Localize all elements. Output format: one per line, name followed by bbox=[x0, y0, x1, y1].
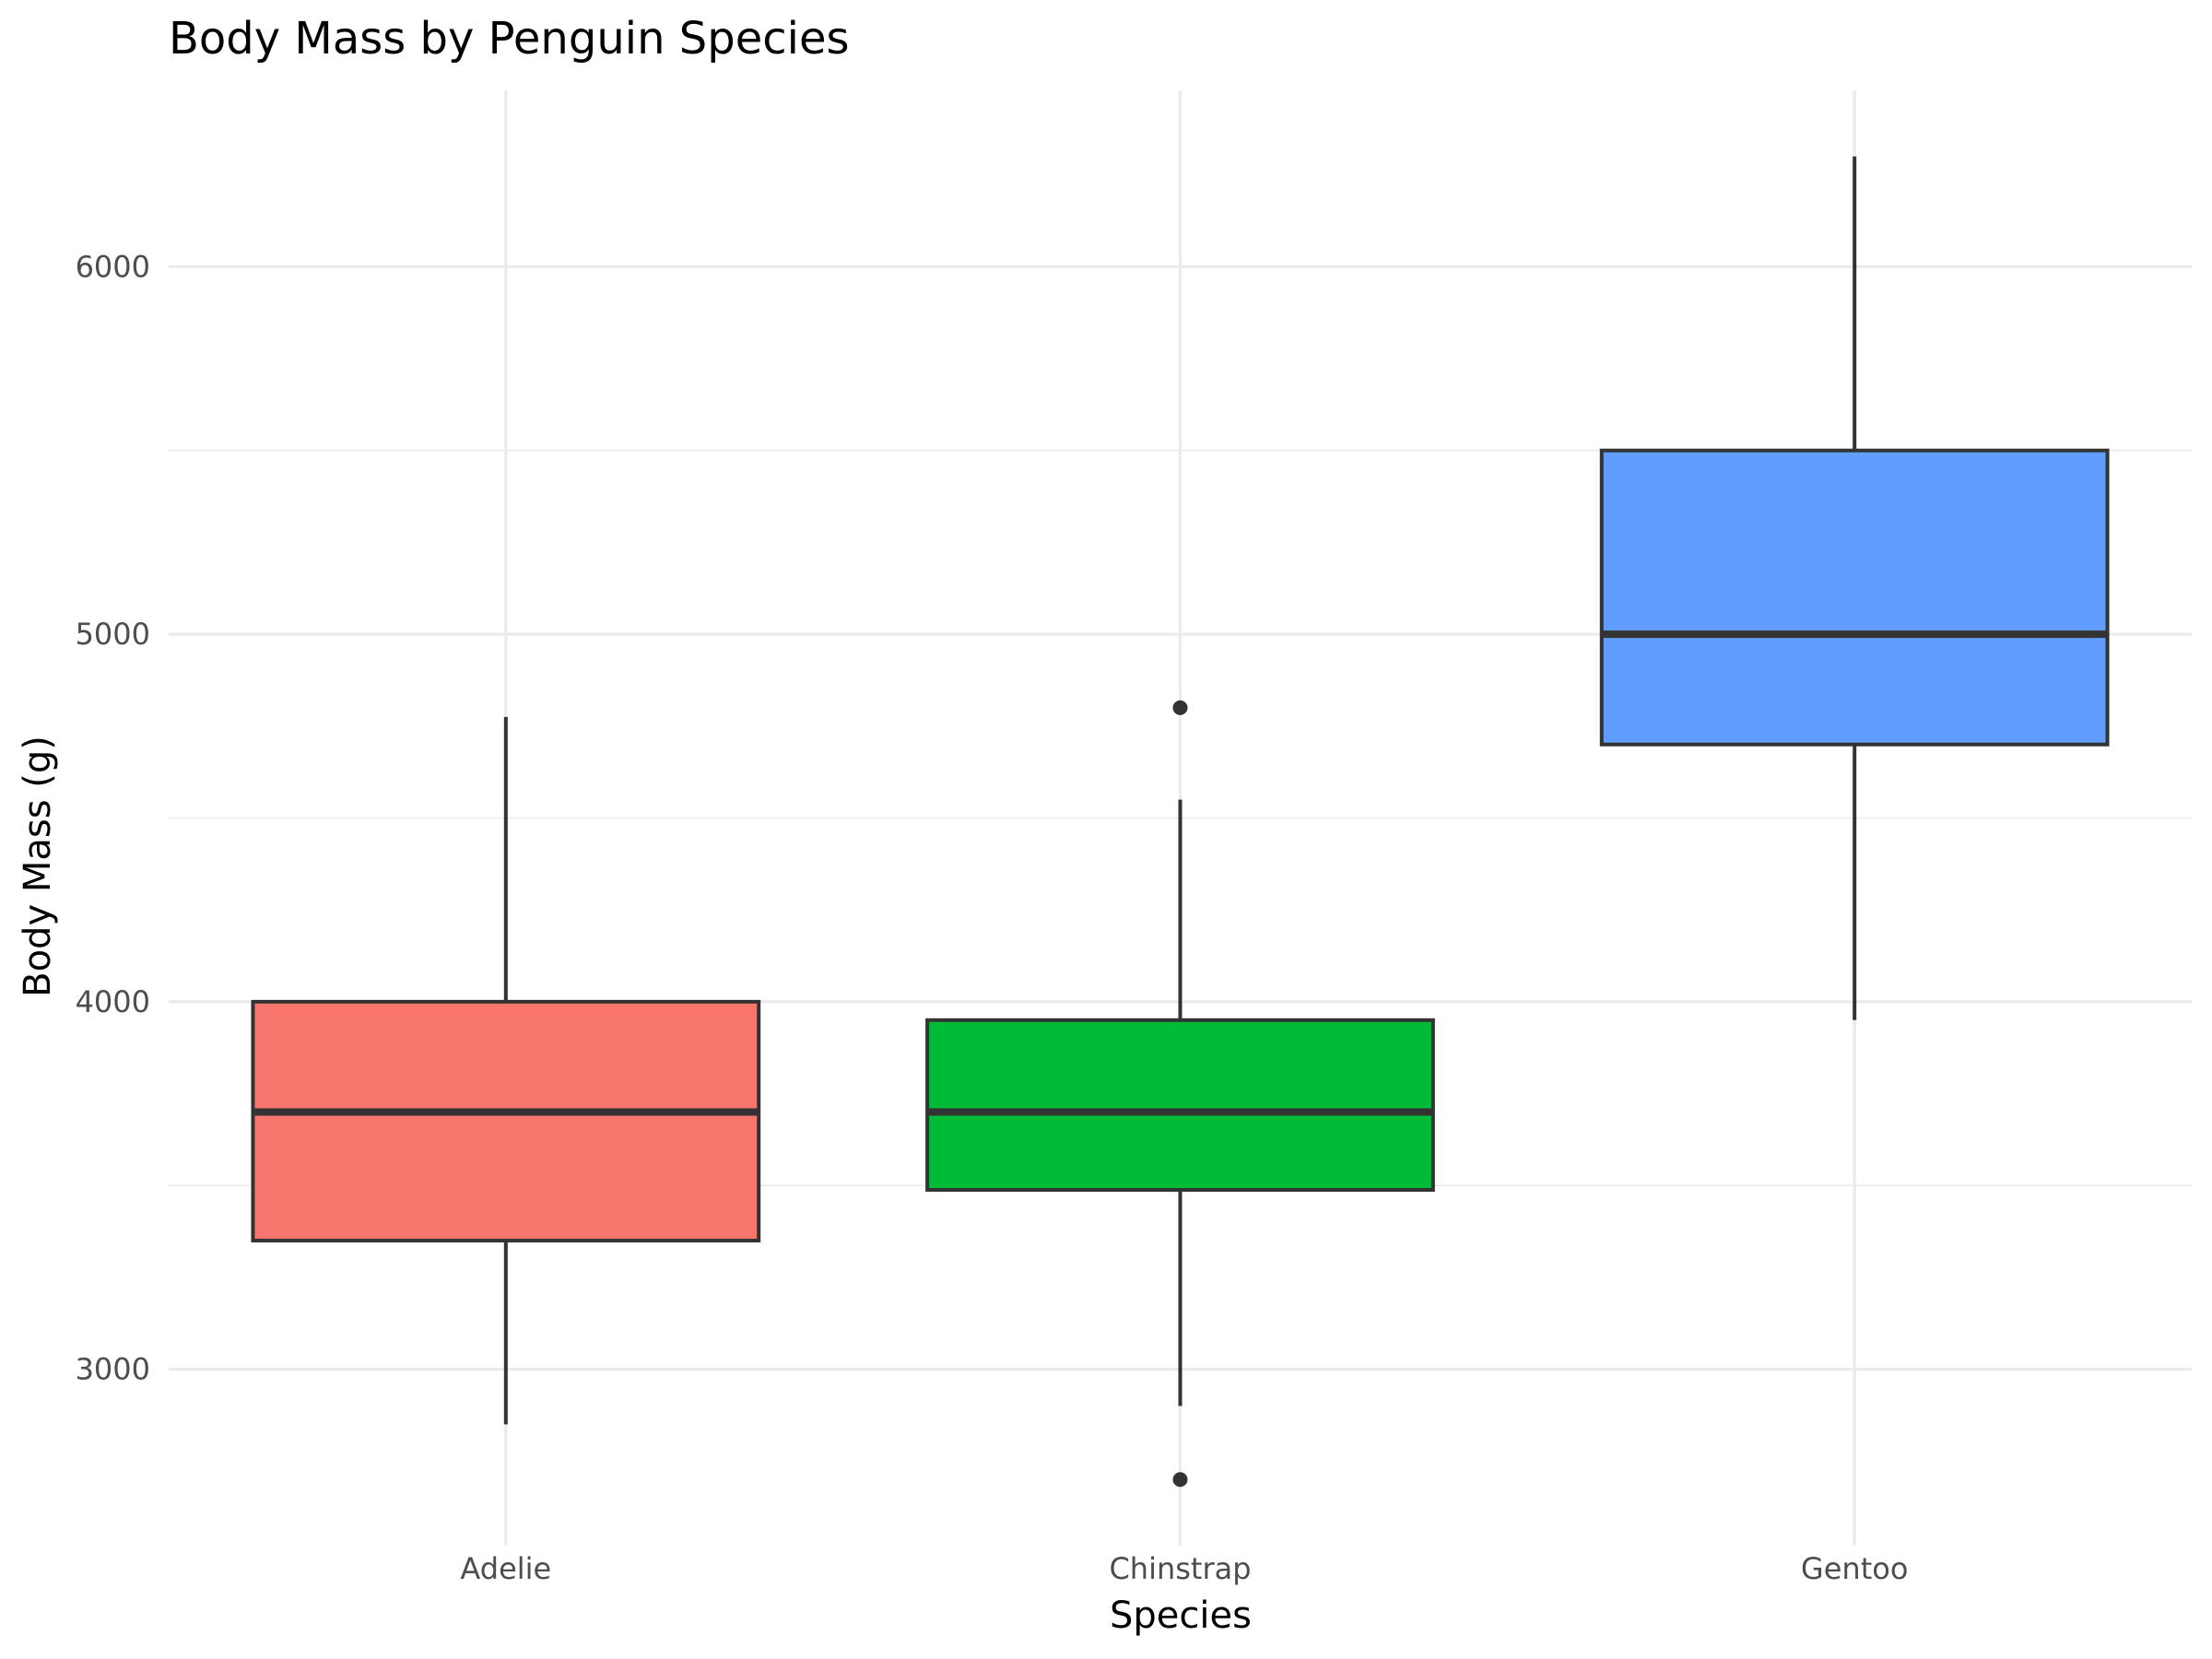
x-tick-label: Adelie bbox=[460, 1551, 551, 1586]
x-tick-label: Chinstrap bbox=[1109, 1551, 1251, 1586]
x-tick-label: Gentoo bbox=[1801, 1551, 1908, 1586]
y-tick-label: 4000 bbox=[76, 984, 150, 1019]
outlier-point bbox=[1172, 1472, 1188, 1488]
y-tick-label: 5000 bbox=[76, 617, 150, 652]
y-tick-label: 3000 bbox=[76, 1352, 150, 1387]
iqr-box bbox=[251, 999, 761, 1243]
boxplot-series bbox=[251, 156, 2110, 1488]
outlier-point bbox=[1172, 700, 1188, 715]
y-tick-label: 6000 bbox=[76, 249, 150, 284]
chart-title: Body Mass by Penguin Species bbox=[169, 13, 850, 65]
box-gentoo bbox=[1599, 156, 2110, 1020]
iqr-box bbox=[925, 1018, 1435, 1193]
x-axis-ticks: Adelie Chinstrap Gentoo bbox=[460, 1551, 1908, 1586]
box-adelie bbox=[251, 716, 761, 1425]
x-axis-title: Species bbox=[1110, 1594, 1252, 1637]
iqr-box bbox=[1599, 448, 2110, 747]
y-axis-ticks: 3000 4000 5000 6000 bbox=[76, 249, 150, 1386]
box-chinstrap bbox=[925, 700, 1435, 1488]
y-axis-title: Body Mass (g) bbox=[17, 735, 59, 997]
